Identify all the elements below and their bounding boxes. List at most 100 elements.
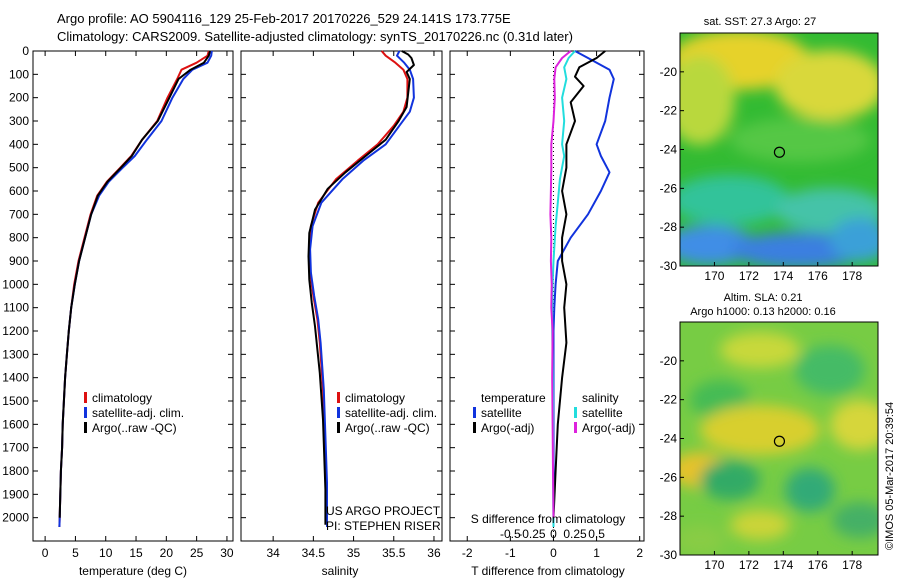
sla-map-axes: 170 172 174 176 178 -20 -22 -24 -26 -28 -30 [660, 354, 863, 572]
temperature-series-argo-raw-qc [58, 50, 211, 518]
difference-series-temperature-satellite [552, 50, 615, 527]
temperature-y-tick-label: 1200 [2, 324, 29, 338]
sla-x-tick-label: 170 [704, 558, 724, 572]
temperature-y-tick-label: 100 [9, 67, 29, 81]
temperature-y-tick-label: 0 [22, 44, 29, 58]
legend-label-t-satellite: satellite [481, 406, 522, 420]
profile-lines [58, 50, 615, 528]
temperature-x-tick-label: 20 [160, 546, 174, 560]
temperature-x-tick-label: 30 [220, 546, 234, 560]
sla-map-title: Altim. SLA: 0.21 [724, 292, 803, 304]
sst-heatmap [680, 33, 878, 266]
temperature-y-tick-label: 1400 [2, 371, 29, 385]
project-annotation: US ARGO PROJECT [326, 504, 441, 518]
difference-axes: -2 -1 0 1 2 -0.5-0.25 0 0.25 0.5 [450, 50, 644, 560]
difference-s-tick-label: 0 [550, 527, 557, 541]
legend-swatch-argo [337, 422, 340, 433]
difference-legend: temperature satellite Argo(-adj) salinit… [473, 391, 635, 435]
difference-x-tick-label: 2 [636, 546, 643, 560]
legend-swatch-climatology [337, 392, 340, 403]
legend-swatch-climatology [84, 392, 87, 403]
difference-top-label: S difference from climatology [471, 512, 626, 526]
sst-x-tick-label: 178 [842, 269, 862, 283]
sst-x-tick-label: 172 [739, 269, 759, 283]
argo-float-marker [773, 435, 786, 447]
temperature-y-tick-label: 1600 [2, 417, 29, 431]
sst-map-title: sat. SST: 27.3 Argo: 27 [704, 16, 817, 28]
temperature-y-tick-label: 700 [9, 207, 29, 221]
salinity-series-satellite-adj-clim [309, 50, 415, 527]
temperature-y-tick-label: 1500 [2, 394, 29, 408]
sla-x-tick-label: 172 [739, 558, 759, 572]
legend-label-s-argo: Argo(-adj) [582, 421, 635, 435]
salinity-axes: 34 34.5 35 35.5 36 [241, 50, 442, 560]
salinity-series-argo-raw-qc [307, 50, 415, 525]
sst-map-axes: 170 172 174 176 178 -20 -22 -24 -26 -28 -30 [660, 65, 863, 283]
imos-credit: ©IMOS 05-Mar-2017 20:39:54 [884, 402, 896, 550]
sla-y-tick-label: -20 [660, 354, 678, 368]
difference-x-tick-label: -2 [462, 546, 473, 560]
temperature-y-tick-label: 500 [9, 161, 29, 175]
sst-y-tick-label: -26 [660, 181, 678, 195]
argo-float-marker [773, 146, 786, 158]
difference-s-tick-label: -0.5 [500, 527, 521, 541]
temperature-y-tick-label: 900 [9, 254, 29, 268]
sst-x-tick-label: 174 [773, 269, 793, 283]
temperature-x-tick-label: 25 [190, 546, 204, 560]
difference-panel-frame [449, 50, 645, 542]
sst-y-tick-label: -24 [660, 143, 678, 157]
legend-label-argo: Argo(..raw -QC) [92, 421, 177, 435]
temperature-xlabel: temperature (deg C) [79, 564, 187, 578]
legend-swatch-satellite [337, 407, 340, 418]
sla-x-tick-label: 176 [808, 558, 828, 572]
legend-title-temperature: temperature [481, 391, 546, 405]
sla-x-tick-label: 178 [842, 558, 862, 572]
salinity-x-tick-label: 34.5 [302, 546, 326, 560]
salinity-x-tick-label: 34 [266, 546, 280, 560]
temperature-y-tick-label: 300 [9, 114, 29, 128]
difference-s-tick-label: 0.5 [588, 527, 605, 541]
legend-label-argo: Argo(..raw -QC) [345, 421, 430, 435]
header-subtitle: Climatology: CARS2009. Satellite-adjuste… [57, 29, 573, 44]
legend-label-climatology: climatology [345, 391, 405, 405]
temperature-y-tick-label: 1700 [2, 441, 29, 455]
temperature-y-tick-label: 2000 [2, 511, 29, 525]
sla-y-tick-label: -22 [660, 393, 678, 407]
legend-swatch-argo [84, 422, 87, 433]
difference-x-tick-label: 1 [593, 546, 600, 560]
temperature-y-tick-label: 600 [9, 184, 29, 198]
difference-series-salinity-argo-adj [549, 50, 572, 518]
temperature-y-tick-label: 1900 [2, 487, 29, 501]
legend-swatch-s-argo [574, 422, 577, 433]
temperature-axes: 0 5 10 15 20 25 300100200300400500600700800900… [2, 44, 234, 560]
difference-series-temperature-argo-adj [552, 50, 606, 518]
legend-swatch-t-satellite [473, 407, 476, 418]
salinity-x-tick-label: 35.5 [382, 546, 406, 560]
difference-xlabel: T difference from climatology [471, 564, 625, 578]
temperature-y-tick-label: 200 [9, 91, 29, 105]
pi-annotation: PI: STEPHEN RISER [326, 519, 441, 533]
sst-y-tick-label: -22 [660, 104, 678, 118]
sst-y-tick-label: -30 [660, 259, 678, 273]
legend-title-salinity: salinity [582, 391, 619, 405]
legend-label-t-argo: Argo(-adj) [481, 421, 534, 435]
temperature-legend: climatology satellite-adj. clim. Argo(..… [84, 391, 184, 435]
salinity-x-tick-label: 35 [347, 546, 361, 560]
temperature-x-tick-label: 10 [99, 546, 113, 560]
salinity-panel-frame [240, 50, 443, 542]
sla-x-tick-label: 174 [773, 558, 793, 572]
temperature-panel-frame [32, 50, 234, 542]
sla-heatmap [680, 322, 878, 555]
temperature-y-tick-label: 800 [9, 231, 29, 245]
temperature-x-tick-label: 5 [72, 546, 79, 560]
legend-swatch-s-satellite [574, 407, 577, 418]
sla-y-tick-label: -28 [660, 509, 678, 523]
sla-y-tick-label: -26 [660, 470, 678, 484]
temperature-y-tick-label: 1300 [2, 347, 29, 361]
sst-y-tick-label: -28 [660, 220, 678, 234]
difference-x-tick-label: -1 [505, 546, 516, 560]
legend-label-satellite: satellite-adj. clim. [345, 406, 437, 420]
temperature-series-climatology [58, 50, 210, 528]
sst-x-tick-label: 176 [808, 269, 828, 283]
